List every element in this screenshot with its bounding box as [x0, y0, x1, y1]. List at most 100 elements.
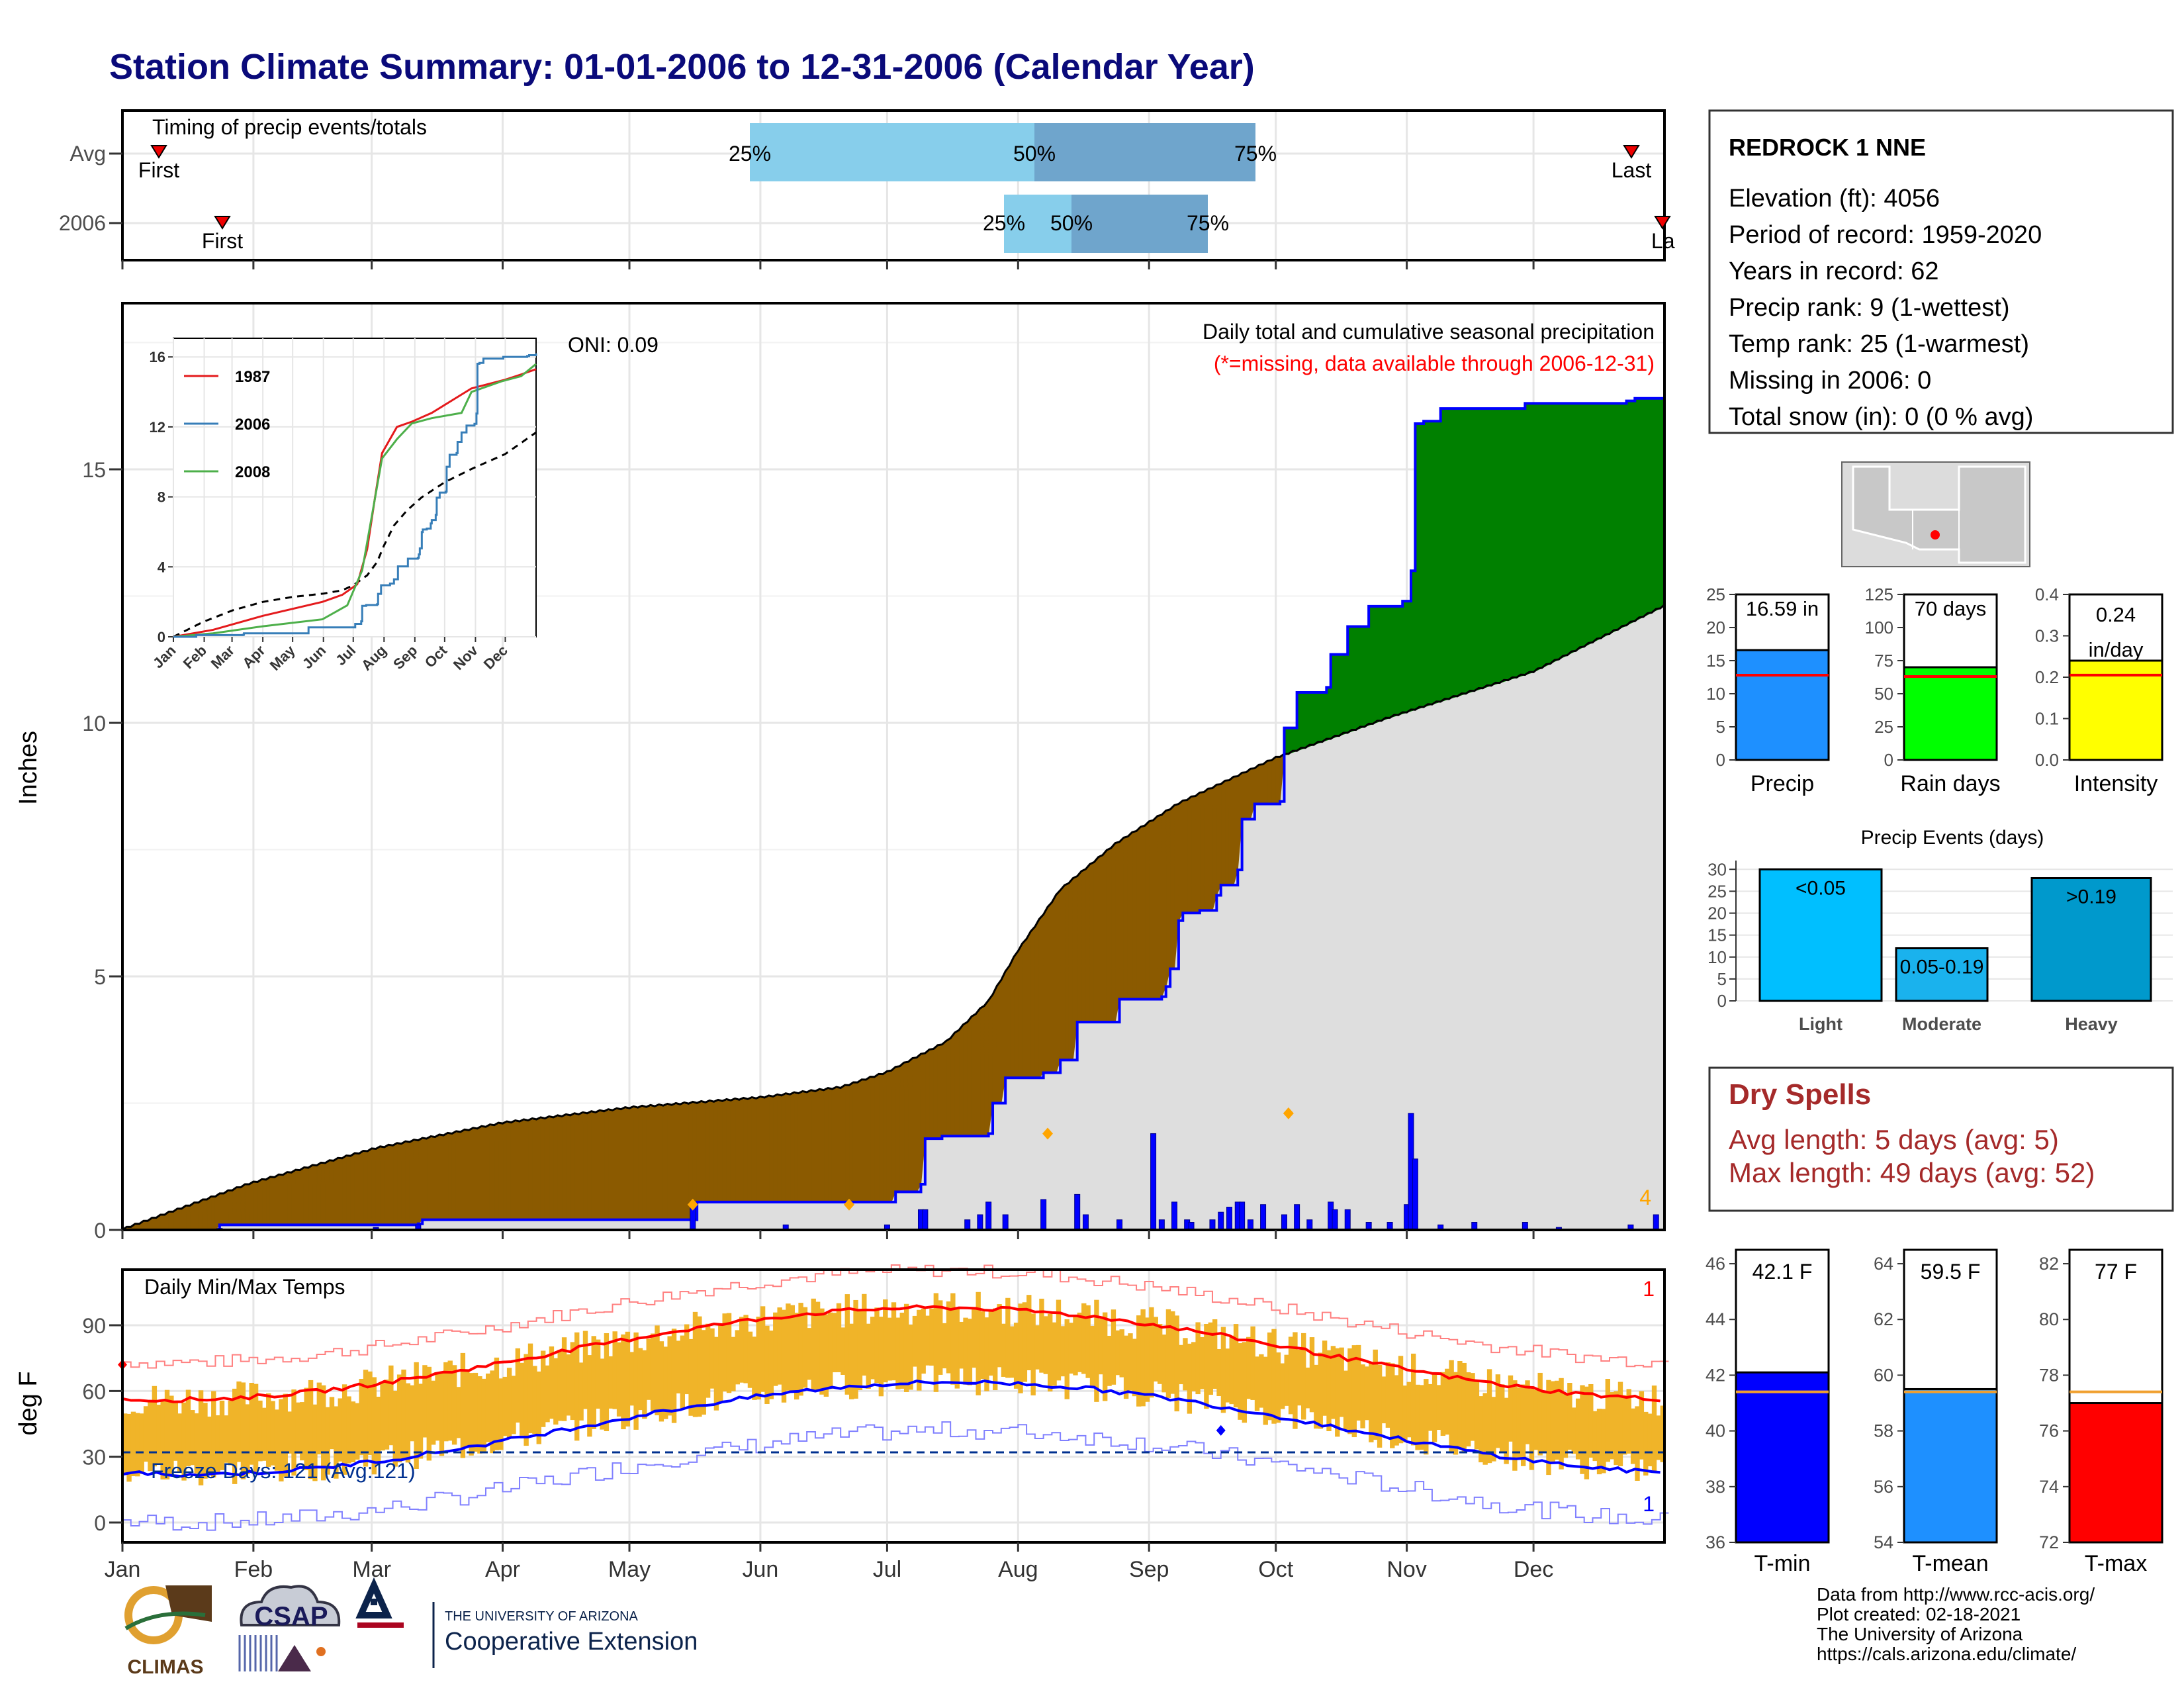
daily-temp-bar: [1529, 1389, 1535, 1470]
daily-temp-bar: [523, 1354, 529, 1446]
daily-temp-bar: [1525, 1380, 1530, 1444]
daily-temp-bar: [1482, 1393, 1488, 1465]
dry-spells-title: Dry Spells: [1729, 1078, 1871, 1111]
summary-bar-label: Precip: [1751, 771, 1814, 796]
daily-temp-bar: [1191, 1342, 1197, 1391]
station-info-line: Precip rank: 9 (1-wettest): [1729, 294, 2009, 322]
daily-temp-bar: [1322, 1340, 1328, 1416]
daily-precip-bar: [1082, 1214, 1089, 1231]
daily-temp-bar: [1453, 1372, 1459, 1455]
footer-line: Data from http://www.rcc-acis.org/: [1817, 1584, 2095, 1605]
daily-temp-bar: [993, 1308, 998, 1391]
csap-logo-text: CSAP: [254, 1602, 328, 1631]
daily-temp-bar: [1356, 1344, 1361, 1421]
month-label: Oct: [1258, 1557, 1293, 1582]
daily-temp-bar: [646, 1338, 651, 1400]
daily-temp-bar: [1318, 1352, 1323, 1429]
daily-temp-bar: [697, 1316, 702, 1417]
daily-temp-bar: [832, 1313, 837, 1373]
daily-temp-bar: [1085, 1305, 1091, 1378]
daily-temp-bar: [684, 1324, 690, 1395]
avg-q50-q75-bar: [1034, 123, 1255, 181]
daily-temp-bar: [1651, 1385, 1657, 1473]
daily-temp-bar: [443, 1362, 449, 1442]
daily-precip-bar: [985, 1201, 992, 1231]
summary-bar-label: Rain days: [1900, 771, 2000, 796]
daily-temp-bar: [520, 1362, 525, 1436]
daily-temp-bar: [1195, 1322, 1201, 1395]
daily-temp-bar: [1144, 1317, 1150, 1402]
daily-precip-bar: [1116, 1219, 1123, 1231]
daily-temp-bar: [912, 1315, 918, 1367]
daily-temp-bar: [469, 1373, 474, 1456]
daily-temp-bar: [130, 1411, 136, 1477]
daily-temp-bar: [836, 1303, 842, 1372]
daily-temp-bar: [870, 1317, 876, 1380]
daily-precip-bar: [1218, 1211, 1224, 1231]
daily-temp-bar: [1288, 1336, 1294, 1415]
daily-temp-bar: [549, 1346, 555, 1419]
daily-temp-bar: [637, 1348, 643, 1411]
daily-temp-bar: [747, 1331, 753, 1388]
daily-max-marker: [1042, 1127, 1053, 1140]
summary-ytick-label: 0.3: [2035, 626, 2059, 646]
summary-ytick-label: 125: [1865, 585, 1893, 604]
daily-temp-bar: [1656, 1415, 1661, 1460]
precip-note: Daily total and cumulative seasonal prec…: [1203, 320, 1655, 344]
inset-ytick-label: 0: [158, 629, 165, 645]
temp-summary-ytick-label: 72: [2039, 1532, 2059, 1552]
daily-temp-bar: [1424, 1379, 1429, 1455]
daily-temp-bar: [1520, 1384, 1526, 1466]
daily-temp-bar: [676, 1340, 681, 1393]
daily-temp-bar: [1533, 1389, 1539, 1450]
daily-temp-bar: [954, 1307, 960, 1389]
avg-first-marker: [150, 145, 167, 159]
daily-temp-bar: [1635, 1406, 1640, 1481]
daily-temp-bar: [1132, 1338, 1138, 1397]
month-label: Dec: [1514, 1557, 1553, 1582]
daily-precip-bar: [1247, 1219, 1253, 1231]
events-bar-label: 0.05-0.19: [1900, 957, 1984, 978]
daily-temp-bar: [1309, 1337, 1315, 1413]
temp-summary-bar-0: [1735, 1371, 1830, 1544]
month-label: May: [608, 1557, 651, 1582]
daily-temp-bar: [1610, 1392, 1615, 1460]
daily-temp-bar: [709, 1328, 715, 1389]
daily-precip-bar: [964, 1219, 971, 1231]
daily-temp-bar: [1617, 1382, 1623, 1466]
daily-temp-bar: [418, 1383, 424, 1459]
daily-temp-bar: [1465, 1372, 1471, 1447]
dry-spells-avg: Avg length: 5 days (avg: 5): [1729, 1124, 2059, 1155]
daily-precip-bar: [1653, 1214, 1659, 1231]
daily-temp-bar: [1436, 1385, 1441, 1430]
daily-temp-bar: [1440, 1372, 1446, 1436]
daily-temp-bar: [494, 1357, 500, 1450]
daily-temp-bar: [853, 1299, 858, 1399]
daily-temp-bar: [608, 1356, 614, 1409]
daily-temp-bar: [164, 1389, 170, 1479]
daily-temp-bar: [1216, 1348, 1222, 1396]
daily-temp-bar: [1115, 1330, 1120, 1376]
csap-cloud: [240, 1585, 341, 1626]
daily-precip-bar: [1412, 1158, 1418, 1231]
daily-temp-bar: [878, 1317, 884, 1397]
daily-temp-bar: [1373, 1349, 1378, 1440]
summary-ytick-label: 100: [1865, 618, 1893, 637]
daily-temp-bar: [240, 1382, 246, 1479]
daily-temp-bar: [1009, 1326, 1015, 1378]
cumulative-2006-line: [122, 393, 1666, 1231]
summary-ytick-label: 15: [1706, 651, 1725, 671]
daily-temp-bar: [1626, 1389, 1631, 1454]
daily-temp-bar: [396, 1374, 402, 1463]
month-label: Nov: [1387, 1557, 1426, 1582]
temp-summary-ytick-label: 54: [1874, 1532, 1893, 1552]
temp-summary-ytick-label: 78: [2039, 1365, 2059, 1385]
station-location-dot: [1931, 530, 1940, 539]
avg-q75-label: 75%: [1234, 142, 1277, 165]
daily-temp-bar: [925, 1315, 931, 1366]
daily-temp-bar: [456, 1387, 461, 1438]
daily-temp-bar: [1588, 1383, 1594, 1458]
daily-temp-bar: [1432, 1372, 1437, 1442]
station-info-line: Missing in 2006: 0: [1729, 367, 1931, 395]
ua-small-text: THE UNIVERSITY OF ARIZONA: [445, 1609, 639, 1624]
